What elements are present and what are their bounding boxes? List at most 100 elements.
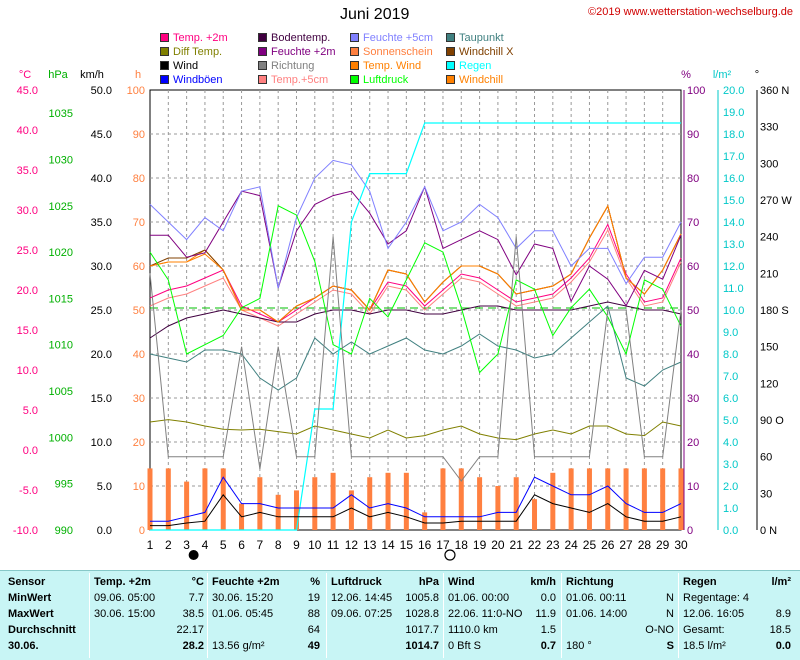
legend-swatch [160,61,169,70]
sunshine-bar [550,472,556,530]
summary-unit: % [310,576,320,588]
axis-tick-label: 45.0 [17,85,38,97]
legend-item: Sonnenschein [350,45,433,59]
axis-tick-label: 10.0 [91,437,112,449]
legend-label: Windchill [459,74,504,86]
axis-tick-label: 5.0 [23,405,38,417]
axis-tick-label: 90 [133,129,145,141]
axis-tick-label: 15.0 [91,393,112,405]
summary-cell-value: 8.9 [775,608,791,620]
x-tick-label: 8 [275,538,282,552]
legend-swatch [258,47,267,56]
summary-header: Luftdruck [331,576,382,588]
sunshine-bar [477,477,483,530]
summary-cell-text: 12.06. 16:05 [683,608,745,620]
axis-unit-label: km/h [80,69,104,81]
legend-item: Diff Temp. [160,45,222,59]
axis-tick-label: 80 [687,173,699,185]
axis-tick-label: 8.0 [723,349,738,361]
axis-tick-label: 100 [127,85,145,97]
summary-unit: l/m² [771,576,791,588]
chart-legend: Temp. +2m Diff Temp. Wind Windböen Bodentemp… [160,31,640,87]
summary-cell-text: 0 Bft S [448,640,482,652]
series-line-richtung [149,236,682,482]
sunshine-bar [403,472,409,530]
summary-column-rain: Regen l/m² Regentage: 4 12.06. 16:05 8.9 Gesa… [683,571,791,660]
sunshine-bar [293,490,299,530]
x-tick-label: 18 [455,538,469,552]
legend-swatch [258,75,267,84]
axis-unit-label: hPa [48,69,68,81]
axis-tick-label: 30 [133,393,145,405]
summary-cell-value: 1005.8 [405,592,439,604]
axis-tick-label: 20.0 [91,349,112,361]
summary-column-pressure: Luftdruck hPa 12.06. 14:45 1005.8 09.06. 07:… [331,571,439,660]
summary-cell-value: 28.2 [182,640,204,652]
axis-tick-label: 90 [687,129,699,141]
axis-tick-label: 300 [760,158,778,170]
axis-tick-label: 360 N [760,85,789,97]
legend-swatch [258,33,267,42]
axis-tick-label: 2.0 [723,481,738,493]
full-moon-icon [444,549,456,561]
weather-chart: 45.040.035.030.025.020.015.010.05.00.0-5… [13,69,792,561]
axis-tick-label: 1035 [49,108,73,120]
axis-unit-label: l/m² [713,69,732,81]
series-line-taupunkt [149,305,682,391]
axis-tick-label: 14.0 [723,217,744,229]
legend-swatch [350,33,359,42]
axis-tick-label: 0 [687,525,693,537]
axis-unit-label: °C [19,69,31,81]
sunshine-bar [641,468,647,530]
legend-item: Luftdruck [350,73,408,87]
series-line-diff-temp- [149,419,682,441]
axis-tick-label: 15.0 [17,325,38,337]
x-tick-label: 28 [638,538,652,552]
axis-tick-label: 20 [133,437,145,449]
axis-tick-label: 10.0 [723,305,744,317]
axis-unit-label: h [135,69,141,81]
sunshine-bar [367,477,373,530]
legend-swatch [160,75,169,84]
axis-tick-label: 30.0 [17,205,38,217]
axis-tick-label: 30.0 [91,261,112,273]
series-line-windb-en [150,476,682,522]
summary-cell-value: N [666,608,674,620]
sunshine-bar [165,468,171,530]
legend-label: Feuchte +5cm [363,32,434,44]
axis-tick-label: 50 [687,305,699,317]
axis-tick-label: -5.0 [19,485,38,497]
x-tick-label: 11 [327,538,340,552]
axis-tick-label: 90 O [760,415,784,427]
axis-tick-label: 1010 [49,340,73,352]
sunshine-bar [330,472,336,530]
sunshine-bar [202,468,208,530]
x-tick-label: 6 [238,538,245,552]
summary-column-temp: Temp. +2m °C 09.06. 05:00 7.7 30.06. 15:00 38… [94,571,204,660]
summary-unit: hPa [418,576,439,588]
axis-tick-label: 6.0 [723,393,738,405]
axis-tick-label: 60 [760,452,772,464]
copyright-link[interactable]: ©2019 www.wetterstation-wechselburg.de [588,6,793,18]
sunshine-bar [348,490,354,530]
axis-tick-label: 60 [687,261,699,273]
legend-item: Richtung [258,59,314,73]
series-line-bodentemp- [149,301,682,339]
summary-cell-text: 30.06. 15:20 [212,592,274,604]
summary-cell-text: Regentage: 4 [683,592,750,604]
axis-tick-label: 70 [133,217,145,229]
axis-tick-label: 1015 [49,293,73,305]
axis-tick-label: -10.0 [13,525,38,537]
summary-cell-value: 0.7 [540,640,556,652]
axis-tick-label: 180 S [760,305,789,317]
summary-cell-value: 1017.7 [405,624,439,636]
axis-tick-label: 30 [760,488,772,500]
legend-swatch [446,33,455,42]
axis-tick-label: 210 [760,268,778,280]
x-tick-label: 4 [202,538,209,552]
axis-tick-label: 11.0 [723,283,744,295]
summary-cell-value: 1.5 [540,624,556,636]
legend-item: Taupunkt [446,31,504,45]
summary-cell-text: 1110.0 km [448,624,498,636]
axis-tick-label: 10.0 [17,365,38,377]
